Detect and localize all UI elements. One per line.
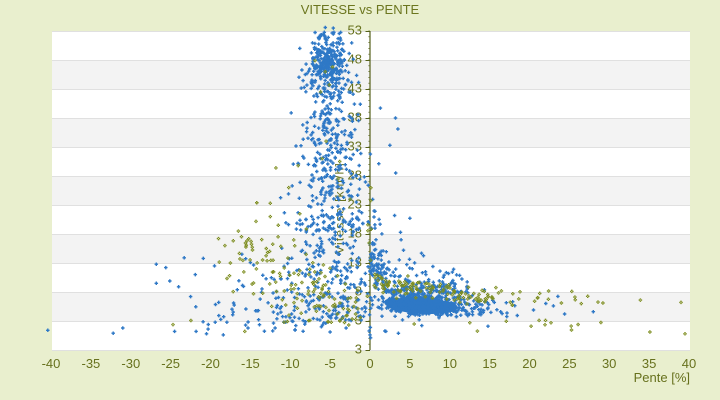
svg-text:5: 5	[406, 356, 413, 371]
svg-text:-10: -10	[281, 356, 300, 371]
svg-text:40: 40	[682, 356, 696, 371]
svg-text:23: 23	[348, 196, 362, 211]
svg-text:-40: -40	[42, 356, 61, 371]
svg-text:33: 33	[348, 138, 362, 153]
svg-text:35: 35	[642, 356, 656, 371]
svg-text:Pente [%]: Pente [%]	[634, 370, 690, 385]
svg-text:15: 15	[482, 356, 496, 371]
svg-text:20: 20	[522, 356, 536, 371]
svg-text:VITESSE vs PENTE: VITESSE vs PENTE	[301, 2, 420, 17]
svg-text:3: 3	[355, 341, 362, 356]
svg-text:10: 10	[443, 356, 457, 371]
svg-text:0: 0	[366, 356, 373, 371]
svg-text:25: 25	[562, 356, 576, 371]
svg-text:30: 30	[602, 356, 616, 371]
svg-text:3: 3	[355, 312, 362, 327]
svg-text:-35: -35	[82, 356, 101, 371]
svg-text:53: 53	[348, 22, 362, 37]
svg-text:-30: -30	[121, 356, 140, 371]
svg-text:-5: -5	[324, 356, 336, 371]
svg-text:-15: -15	[241, 356, 260, 371]
svg-text:-25: -25	[161, 356, 180, 371]
svg-text:-20: -20	[201, 356, 220, 371]
